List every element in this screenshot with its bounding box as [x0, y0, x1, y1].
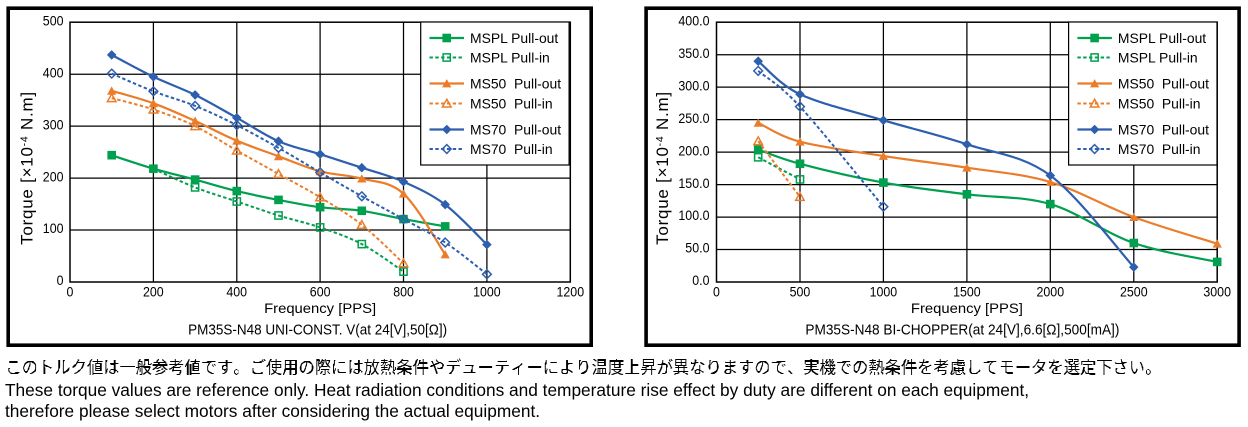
svg-text:0.0: 0.0: [692, 273, 709, 288]
svg-text:Frequency [PPS]: Frequency [PPS]: [264, 301, 376, 317]
svg-text:MS70 Pull-in: MS70 Pull-in: [1118, 141, 1201, 157]
svg-text:0: 0: [713, 285, 720, 300]
svg-text:therefore please select motors: therefore please select motors after con…: [5, 401, 540, 421]
svg-text:0: 0: [67, 285, 74, 300]
svg-text:500: 500: [43, 13, 64, 28]
svg-text:MS70 Pull-in: MS70 Pull-in: [470, 141, 553, 157]
svg-text:MSPL Pull-out: MSPL Pull-out: [470, 30, 558, 46]
svg-text:Torque [×10-4 N.m]: Torque [×10-4 N.m]: [653, 91, 672, 245]
svg-text:200.0: 200.0: [678, 143, 709, 158]
svg-text:150.0: 150.0: [678, 176, 709, 191]
svg-text:100: 100: [43, 221, 64, 236]
svg-text:1200: 1200: [557, 285, 585, 300]
svg-text:MS50 Pull-in: MS50 Pull-in: [470, 96, 553, 112]
svg-text:1000: 1000: [870, 285, 898, 300]
svg-text:Frequency [PPS]: Frequency [PPS]: [911, 301, 1023, 317]
svg-text:200: 200: [43, 169, 64, 184]
svg-text:1000: 1000: [473, 285, 501, 300]
svg-text:MSPL Pull-in: MSPL Pull-in: [1118, 50, 1198, 66]
svg-text:50.0: 50.0: [685, 241, 709, 256]
svg-text:MS70 Pull-out: MS70 Pull-out: [1118, 122, 1209, 138]
svg-text:0: 0: [57, 273, 64, 288]
svg-text:600: 600: [310, 285, 331, 300]
svg-text:MSPL Pull-in: MSPL Pull-in: [470, 50, 550, 66]
svg-text:2000: 2000: [1037, 285, 1065, 300]
svg-text:400.0: 400.0: [678, 13, 709, 28]
svg-text:300.0: 300.0: [678, 78, 709, 93]
svg-text:PM35S-N48 BI-CHOPPER(at 24[V],: PM35S-N48 BI-CHOPPER(at 24[V],6.6[Ω],500…: [805, 322, 1119, 338]
svg-text:MS50 Pull-out: MS50 Pull-out: [470, 76, 561, 92]
svg-text:400: 400: [226, 285, 247, 300]
svg-text:Torque [×10-4 N.m]: Torque [×10-4 N.m]: [17, 91, 36, 245]
svg-text:1500: 1500: [953, 285, 981, 300]
svg-text:MSPL Pull-out: MSPL Pull-out: [1118, 30, 1206, 46]
svg-text:100.0: 100.0: [678, 208, 709, 223]
svg-text:MS50 Pull-in: MS50 Pull-in: [1118, 96, 1201, 112]
svg-text:200: 200: [143, 285, 164, 300]
svg-text:2500: 2500: [1120, 285, 1148, 300]
svg-text:MS50 Pull-out: MS50 Pull-out: [1118, 76, 1209, 92]
svg-text:400: 400: [43, 65, 64, 80]
svg-text:350.0: 350.0: [678, 46, 709, 61]
svg-text:3000: 3000: [1203, 285, 1231, 300]
svg-text:800: 800: [393, 285, 414, 300]
svg-text:500: 500: [790, 285, 811, 300]
svg-text:These torque values are refere: These torque values are reference only. …: [5, 380, 1029, 400]
svg-text:250.0: 250.0: [678, 111, 709, 126]
svg-text:PM35S-N48 UNI-CONST. V(at 24[V: PM35S-N48 UNI-CONST. V(at 24[V],50[Ω]): [188, 322, 447, 338]
svg-text:300: 300: [43, 117, 64, 132]
svg-text:MS70 Pull-out: MS70 Pull-out: [470, 122, 561, 138]
